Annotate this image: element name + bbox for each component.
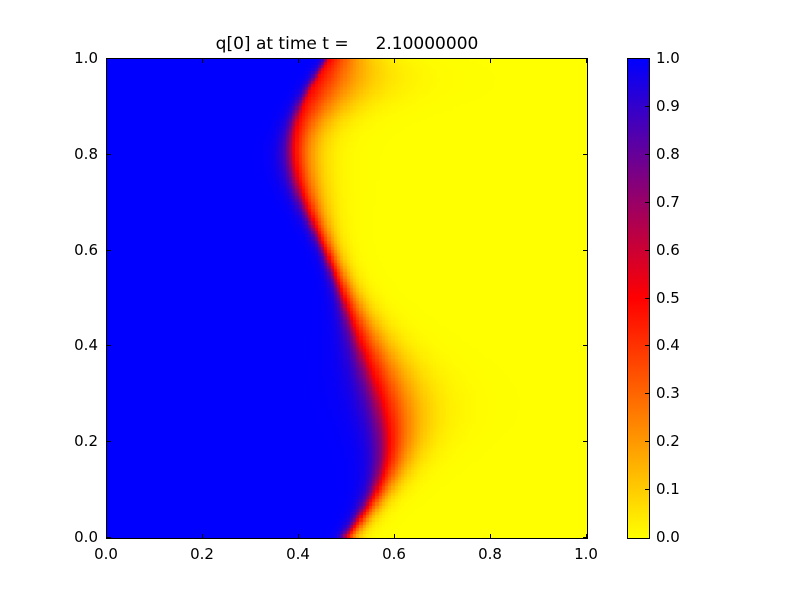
y-tick-mark-right	[583, 249, 587, 251]
colorbar-gradient	[628, 59, 649, 538]
plot-title: q[0] at time t = 2.10000000	[215, 34, 479, 54]
colorbar-tick-label: 0.1	[656, 480, 680, 499]
colorbar-tick-mark	[645, 441, 649, 443]
y-tick-label: 0.2	[74, 432, 98, 451]
colorbar-tick-label: 0.3	[656, 384, 680, 403]
colorbar-tick-label: 0.7	[656, 192, 680, 211]
y-tick-label: 0.4	[74, 336, 98, 355]
y-tick-mark-right	[583, 58, 587, 59]
colorbar-tick-label: 0.0	[656, 528, 680, 546]
colorbar-tick-label: 0.2	[656, 432, 680, 451]
x-tick-label: 0.8	[478, 545, 502, 563]
x-tick-label: 1.0	[574, 545, 598, 563]
colorbar-tick-label: 0.9	[656, 96, 680, 115]
x-tick-label: 0.4	[286, 545, 310, 563]
colorbar-tick-mark	[645, 297, 649, 299]
x-tick-label: 0.2	[190, 545, 214, 563]
heatmap-canvas	[107, 59, 587, 538]
y-tick-label: 0.6	[74, 240, 98, 259]
colorbar-tick-label: 0.8	[656, 144, 680, 163]
y-tick-mark	[107, 249, 111, 251]
colorbar-tick-label: 0.6	[656, 240, 680, 259]
y-tick-mark-right	[583, 345, 587, 347]
colorbar-tick-mark	[645, 489, 649, 491]
y-tick-mark-right	[583, 153, 587, 155]
x-tick-mark	[586, 534, 587, 538]
y-tick-mark	[107, 345, 111, 347]
colorbar-tick-mark	[645, 201, 649, 203]
x-tick-mark	[490, 534, 491, 538]
x-tick-label: 0.0	[94, 545, 118, 563]
y-tick-mark	[107, 153, 111, 155]
colorbar-tick-mark	[645, 153, 649, 155]
x-tick-mark-top	[490, 59, 491, 63]
plot-area	[106, 58, 588, 539]
colorbar	[627, 58, 650, 539]
colorbar-tick-mark	[645, 345, 649, 347]
x-tick-mark	[106, 534, 107, 538]
y-tick-mark-right	[583, 441, 587, 443]
x-tick-mark	[202, 534, 203, 538]
x-tick-label: 0.6	[382, 545, 406, 563]
y-tick-mark	[107, 537, 111, 538]
y-tick-label: 1.0	[74, 49, 98, 67]
colorbar-tick-mark	[645, 105, 649, 107]
x-tick-mark-top	[586, 59, 587, 63]
x-tick-mark	[298, 534, 299, 538]
y-tick-label: 0.8	[74, 144, 98, 163]
colorbar-tick-label: 1.0	[656, 49, 680, 67]
colorbar-tick-label: 0.5	[656, 288, 680, 307]
y-tick-mark	[107, 441, 111, 443]
x-tick-mark-top	[298, 59, 299, 63]
y-tick-label: 0.0	[74, 528, 98, 546]
colorbar-tick-label: 0.4	[656, 336, 680, 355]
x-tick-mark-top	[394, 59, 395, 63]
colorbar-tick-mark	[645, 393, 649, 395]
x-tick-mark-top	[202, 59, 203, 63]
y-tick-mark	[107, 58, 111, 59]
colorbar-tick-mark	[645, 249, 649, 251]
y-tick-mark-right	[583, 537, 587, 538]
x-tick-mark-top	[106, 59, 107, 63]
x-tick-mark	[394, 534, 395, 538]
